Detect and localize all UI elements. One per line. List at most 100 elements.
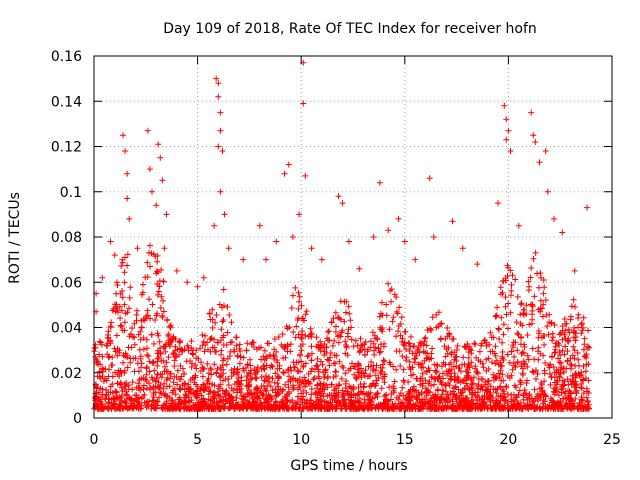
data-point [519, 405, 526, 412]
data-point [160, 308, 167, 315]
data-point [390, 363, 397, 370]
x-tick-label: 25 [603, 432, 621, 448]
data-point [208, 335, 215, 341]
data-point [578, 369, 585, 376]
data-point [379, 364, 386, 371]
data-point [500, 388, 507, 395]
data-point [556, 359, 563, 366]
data-point [429, 314, 436, 321]
data-point [396, 304, 403, 311]
data-point [499, 386, 506, 393]
data-point [222, 396, 229, 403]
data-point [178, 373, 185, 380]
data-point [105, 354, 112, 361]
data-point [490, 371, 497, 378]
data-point [370, 234, 377, 240]
data-point [243, 347, 250, 354]
data-point [193, 391, 200, 398]
data-point [258, 365, 265, 372]
data-point [355, 361, 361, 368]
data-point [311, 374, 318, 381]
data-point [576, 362, 582, 369]
data-point [111, 252, 118, 259]
data-point [211, 361, 218, 368]
data-point [406, 358, 413, 365]
data-point [275, 405, 282, 412]
data-point [237, 348, 244, 354]
data-points [91, 59, 593, 412]
data-point [152, 317, 158, 323]
data-point [528, 320, 535, 327]
data-point [582, 368, 589, 375]
data-point [217, 188, 224, 195]
data-point [447, 359, 454, 366]
data-point [209, 344, 216, 351]
data-point [200, 382, 207, 388]
data-point [236, 360, 243, 367]
data-point [277, 386, 284, 393]
data-point [318, 397, 325, 404]
data-point [198, 385, 205, 392]
data-point [529, 307, 536, 314]
data-point [323, 399, 330, 406]
data-point [231, 381, 238, 388]
data-point [571, 347, 578, 354]
data-point [495, 325, 502, 332]
data-point [124, 364, 131, 371]
data-point [150, 404, 157, 411]
data-point [571, 267, 578, 274]
data-point [117, 322, 124, 329]
data-point [339, 363, 346, 370]
y-tick-label: 0.14 [51, 94, 82, 110]
data-point [102, 396, 109, 403]
data-point [169, 389, 176, 396]
data-point [290, 404, 297, 411]
data-point [486, 396, 493, 403]
data-point [136, 400, 143, 407]
data-point [213, 399, 220, 405]
data-point [438, 363, 445, 370]
data-point [328, 381, 335, 388]
data-point [92, 354, 99, 360]
data-point [146, 296, 153, 303]
data-point [525, 356, 532, 363]
data-point [256, 395, 263, 402]
data-point [226, 392, 233, 399]
data-point [356, 405, 363, 412]
data-point [498, 314, 505, 321]
data-point [513, 319, 520, 326]
data-point [426, 356, 433, 363]
data-point [295, 315, 302, 322]
data-point [416, 339, 423, 346]
data-point [207, 335, 214, 342]
data-point [220, 357, 226, 364]
x-tick-label: 0 [90, 432, 99, 448]
data-point [414, 394, 421, 401]
data-point [297, 351, 304, 358]
data-point [381, 358, 388, 365]
data-point [405, 391, 412, 398]
data-point [263, 256, 269, 263]
data-point [246, 379, 252, 386]
data-point [207, 316, 214, 323]
data-point [296, 405, 303, 412]
data-point [244, 361, 251, 368]
data-point [247, 362, 254, 369]
data-point [103, 342, 110, 349]
data-point [557, 366, 564, 373]
data-point [499, 394, 506, 400]
data-point [511, 398, 518, 405]
data-point [392, 400, 398, 407]
data-point [468, 375, 475, 382]
data-point [205, 346, 211, 353]
data-point [335, 339, 342, 346]
data-point [463, 395, 469, 402]
data-point [389, 318, 396, 325]
data-point [530, 255, 537, 262]
data-point [474, 389, 481, 396]
data-point [176, 351, 183, 358]
data-point [305, 378, 312, 385]
data-point [386, 384, 393, 391]
data-point [294, 393, 301, 400]
data-point [377, 348, 384, 355]
